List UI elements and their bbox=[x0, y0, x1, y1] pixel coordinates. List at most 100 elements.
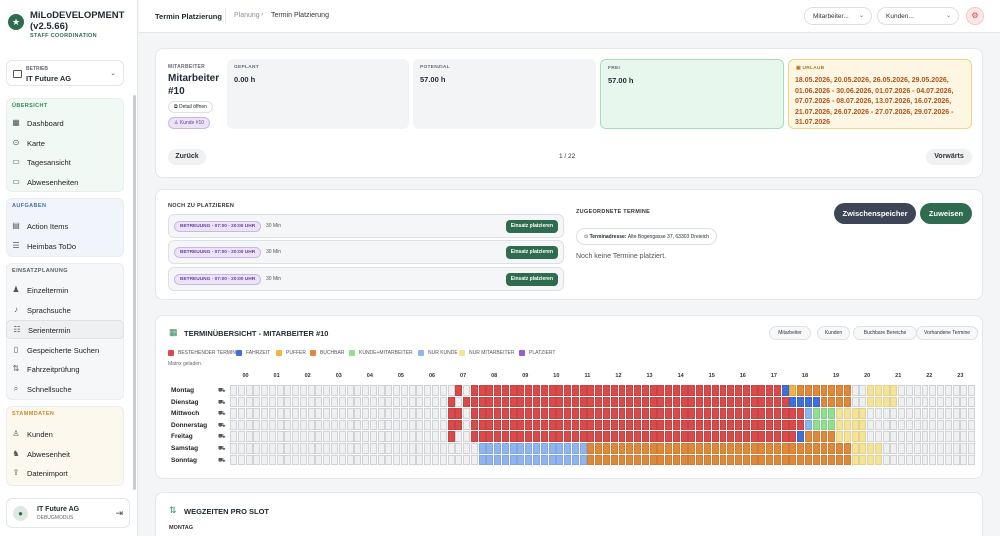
matrix-cell[interactable] bbox=[416, 385, 424, 396]
matrix-cell[interactable] bbox=[641, 454, 649, 466]
matrix-cell[interactable] bbox=[230, 396, 237, 408]
matrix-cell[interactable] bbox=[564, 419, 572, 431]
matrix-cell[interactable] bbox=[307, 454, 315, 466]
matrix-cell[interactable] bbox=[439, 454, 447, 466]
matrix-cell[interactable] bbox=[812, 431, 820, 442]
matrix-cell[interactable] bbox=[486, 396, 494, 408]
matrix-cell[interactable] bbox=[346, 419, 354, 431]
matrix-cell[interactable] bbox=[354, 454, 362, 466]
matrix-cell[interactable] bbox=[416, 408, 424, 419]
matrix-cell[interactable] bbox=[727, 431, 735, 442]
matrix-cell[interactable] bbox=[828, 454, 836, 466]
matrix-cell[interactable] bbox=[284, 408, 292, 419]
matrix-cell[interactable] bbox=[913, 396, 921, 408]
matrix-cell[interactable] bbox=[230, 385, 237, 396]
matrix-cell[interactable] bbox=[859, 454, 867, 466]
matrix-cell[interactable] bbox=[797, 419, 805, 431]
matrix-cell[interactable] bbox=[346, 385, 354, 396]
matrix-cell[interactable] bbox=[463, 408, 471, 419]
matrix-cell[interactable] bbox=[773, 419, 781, 431]
matrix-cell[interactable] bbox=[882, 454, 890, 466]
matrix-cell[interactable] bbox=[665, 443, 673, 454]
matrix-cell[interactable] bbox=[851, 454, 859, 466]
matrix-cell[interactable] bbox=[719, 419, 727, 431]
matrix-cell[interactable] bbox=[307, 443, 315, 454]
matrix-cell[interactable] bbox=[424, 396, 432, 408]
matrix-cell[interactable] bbox=[703, 431, 711, 442]
matrix-cell[interactable] bbox=[486, 443, 494, 454]
matrix-cell[interactable] bbox=[354, 431, 362, 442]
matrix-cell[interactable] bbox=[711, 408, 719, 419]
sidebar-item-dashboard[interactable]: ▦ Dashboard bbox=[6, 114, 124, 133]
matrix-cell[interactable] bbox=[944, 385, 952, 396]
matrix-cell[interactable] bbox=[610, 454, 618, 466]
matrix-cell[interactable] bbox=[230, 431, 237, 442]
matrix-cell[interactable] bbox=[626, 419, 634, 431]
matrix-cell[interactable] bbox=[400, 454, 408, 466]
matrix-cell[interactable] bbox=[703, 385, 711, 396]
matrix-cell[interactable] bbox=[323, 385, 331, 396]
matrix-cell[interactable] bbox=[618, 454, 626, 466]
matrix-cell[interactable] bbox=[245, 443, 253, 454]
sidebar-item-datenimport[interactable]: ⇪ Datenimport bbox=[6, 464, 124, 483]
matrix-cell[interactable] bbox=[836, 454, 844, 466]
matrix-cell[interactable] bbox=[952, 408, 960, 419]
matrix-cell[interactable] bbox=[812, 443, 820, 454]
matrix-cell[interactable] bbox=[618, 408, 626, 419]
matrix-cell[interactable] bbox=[843, 396, 851, 408]
matrix-cell[interactable] bbox=[331, 385, 338, 396]
matrix-cell[interactable] bbox=[564, 396, 572, 408]
matrix-cell[interactable] bbox=[595, 408, 603, 419]
matrix-cell[interactable] bbox=[533, 419, 540, 431]
matrix-cell[interactable] bbox=[292, 385, 300, 396]
matrix-cell[interactable] bbox=[937, 408, 945, 419]
matrix-cell[interactable] bbox=[447, 396, 455, 408]
logout-icon[interactable]: ⇥ bbox=[115, 508, 123, 518]
matrix-cell[interactable] bbox=[657, 419, 665, 431]
matrix-cell[interactable] bbox=[758, 419, 766, 431]
matrix-cell[interactable] bbox=[773, 443, 781, 454]
matrix-cell[interactable] bbox=[719, 431, 727, 442]
matrix-cell[interactable] bbox=[874, 408, 882, 419]
sidebar-item-karte[interactable]: ⊙ Karte bbox=[6, 134, 124, 153]
matrix-cell[interactable] bbox=[276, 408, 284, 419]
matrix-cell[interactable] bbox=[797, 408, 805, 419]
matrix-cell[interactable] bbox=[299, 454, 307, 466]
matrix-cell[interactable] bbox=[237, 408, 245, 419]
matrix-cell[interactable] bbox=[564, 443, 572, 454]
matrix-cell[interactable] bbox=[618, 419, 626, 431]
matrix-cell[interactable] bbox=[719, 454, 727, 466]
matrix-cell[interactable] bbox=[439, 443, 447, 454]
matrix-cell[interactable] bbox=[944, 443, 952, 454]
matrix-cell[interactable] bbox=[486, 408, 494, 419]
matrix-cell[interactable] bbox=[602, 385, 610, 396]
matrix-cell[interactable] bbox=[859, 431, 867, 442]
matrix-cell[interactable] bbox=[898, 408, 906, 419]
matrix-cell[interactable] bbox=[649, 431, 657, 442]
matrix-cell[interactable] bbox=[354, 408, 362, 419]
matrix-cell[interactable] bbox=[369, 454, 377, 466]
matrix-cell[interactable] bbox=[952, 431, 960, 442]
matrix-cell[interactable] bbox=[820, 454, 828, 466]
matrix-cell[interactable] bbox=[525, 396, 533, 408]
matrix-cell[interactable] bbox=[525, 443, 533, 454]
matrix-cell[interactable] bbox=[672, 396, 680, 408]
matrix-cell[interactable] bbox=[307, 408, 315, 419]
matrix-cell[interactable] bbox=[331, 443, 338, 454]
matrix-cell[interactable] bbox=[766, 431, 774, 442]
matrix-cell[interactable] bbox=[587, 408, 595, 419]
matrix-cell[interactable] bbox=[727, 385, 735, 396]
matrix-cell[interactable] bbox=[867, 454, 875, 466]
matrix-cell[interactable] bbox=[268, 443, 276, 454]
matrix-cell[interactable] bbox=[307, 385, 315, 396]
matrix-cell[interactable] bbox=[626, 431, 634, 442]
matrix-cell[interactable] bbox=[758, 443, 766, 454]
matrix-cell[interactable] bbox=[540, 419, 548, 431]
matrix-cell[interactable] bbox=[416, 443, 424, 454]
matrix-cell[interactable] bbox=[369, 431, 377, 442]
matrix-cell[interactable] bbox=[276, 396, 284, 408]
matrix-cell[interactable] bbox=[797, 385, 805, 396]
matrix-cell[interactable] bbox=[463, 443, 471, 454]
matrix-cell[interactable] bbox=[634, 443, 641, 454]
matrix-cell[interactable] bbox=[680, 443, 688, 454]
